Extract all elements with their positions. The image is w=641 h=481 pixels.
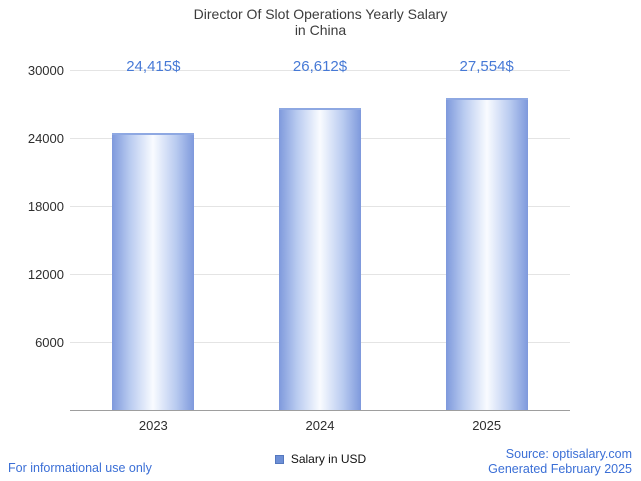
bar [279,108,361,410]
y-tick-label: 6000 [35,335,64,350]
source-block: Source: optisalary.com Generated Februar… [488,447,632,477]
gridline [70,70,570,71]
disclaimer-text: For informational use only [8,461,152,475]
legend: Salary in USD [0,452,641,466]
y-tick-label: 12000 [27,267,64,282]
legend-marker-icon [274,454,284,464]
chart-title-line2: in China [294,22,347,38]
chart-title-line1: Director Of Slot Operations Yearly Salar… [193,6,448,22]
bar [112,133,195,410]
plot-area: 24,415$ 2023 26,612$ 2024 27,554$ 2025 [70,58,570,433]
generated-text: Generated February 2025 [488,462,632,476]
y-tick-label: 18000 [27,199,64,214]
bar-value-label: 27,554$ [459,58,514,75]
bar-value-label: 26,612$ [292,58,348,75]
legend-label: Salary in USD [290,452,367,466]
source-text: Source: optisalary.com [505,447,632,461]
y-axis: 6000 12000 18000 24000 30000 [0,63,64,410]
bar-value-label: 24,415$ [126,58,181,75]
x-tick-label: 2025 [472,418,502,433]
x-tick-label: 2023 [138,418,168,433]
bar [445,97,528,410]
x-tick-label: 2024 [305,418,335,433]
chart-title: Director Of Slot Operations Yearly Salar… [0,6,641,38]
y-tick-label: 30000 [27,63,64,78]
y-tick-label: 24000 [27,131,64,146]
